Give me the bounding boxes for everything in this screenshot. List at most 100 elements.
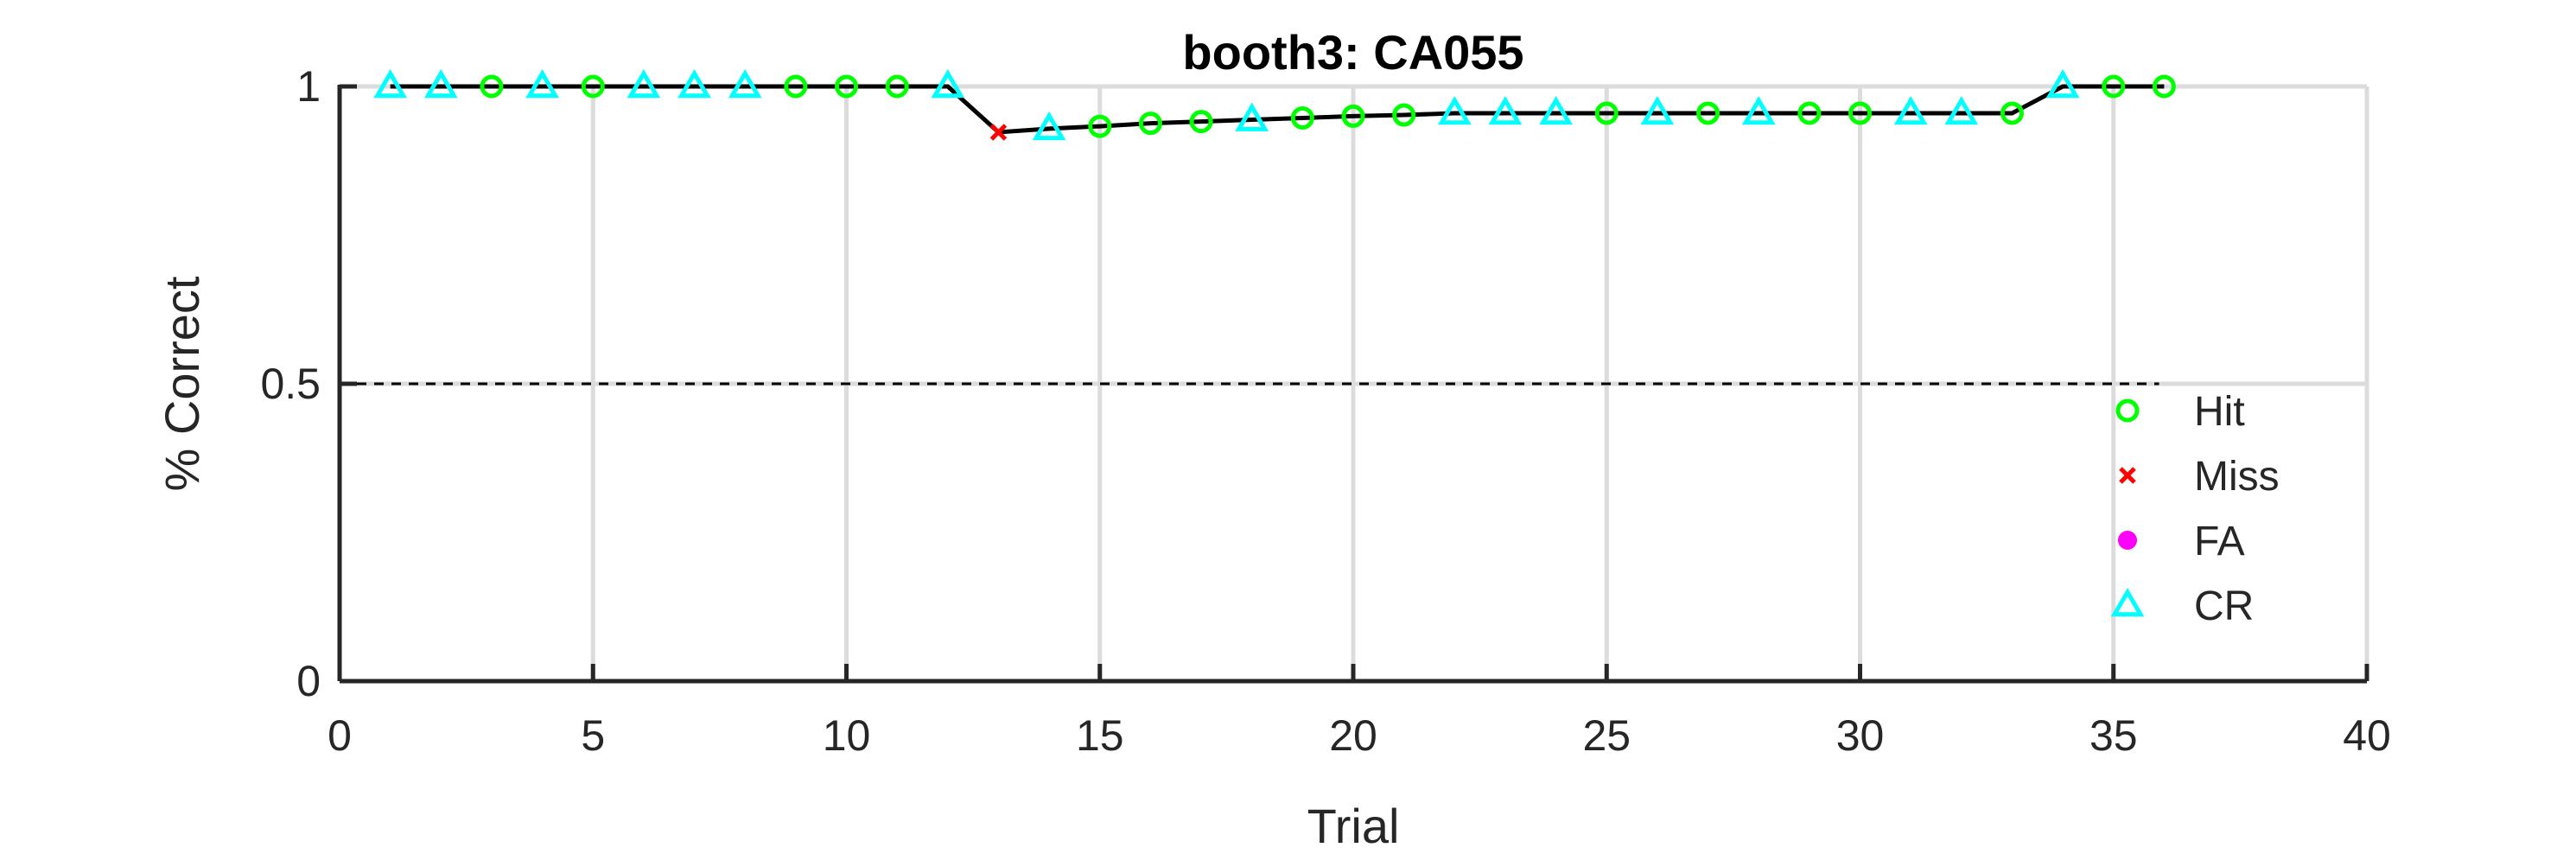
y-tick-label: 0.5 [260, 360, 321, 408]
trial-marker-hit [1594, 101, 1619, 125]
x-tick-label: 25 [1582, 711, 1631, 760]
hit-marker-shape [2000, 101, 2024, 125]
trial-marker-hit [2152, 74, 2176, 99]
trial-marker-hit [480, 74, 504, 99]
hit-marker-shape [835, 74, 858, 99]
trial-marker-hit [1696, 101, 1721, 125]
cr-marker-shape [2045, 69, 2080, 99]
cr-marker-shape [677, 69, 711, 99]
trial-marker-cr [677, 69, 711, 99]
legend-label: Miss [2194, 454, 2280, 500]
legend-hit-icon [2115, 398, 2140, 423]
x-axis-ticks: 0 5 10 15 20 25 30 35 40 [328, 664, 2391, 760]
legend-label: Hit [2194, 389, 2245, 435]
cr-marker-shape [1741, 95, 1776, 125]
cr-marker-shape [1235, 102, 1269, 131]
trial-marker-hit [835, 74, 858, 99]
hit-marker-shape [480, 74, 504, 99]
cr-marker-shape [1488, 95, 1523, 125]
hit-marker-shape [2115, 398, 2140, 423]
cr-marker-shape [423, 69, 458, 99]
trial-marker-cr [525, 69, 559, 99]
y-axis-ticks: 00.51 [260, 62, 357, 705]
trial-marker-cr [1640, 95, 1675, 125]
legend-item-hit: Hit [2115, 389, 2245, 435]
trial-marker-hit [1341, 104, 1365, 128]
trial-marker-hit [1088, 114, 1112, 138]
hit-marker-shape [1594, 101, 1619, 125]
x-tick-label: 0 [328, 711, 352, 760]
trial-marker-cr [728, 69, 762, 99]
grid [340, 84, 2369, 681]
cr-marker-shape [373, 69, 407, 99]
cr-marker-shape [1893, 95, 1928, 125]
x-tick-label: 5 [581, 711, 605, 760]
trial-marker-cr [627, 69, 661, 99]
hit-marker-shape [1138, 112, 1162, 136]
trial-marker-hit [581, 74, 605, 99]
cr-marker-shape [525, 69, 559, 99]
trial-marker-hit [1797, 101, 1822, 125]
cr-marker-shape [1539, 95, 1573, 125]
trial-marker-cr [1944, 95, 1979, 125]
x-tick-label: 15 [1076, 711, 1124, 760]
trial-marker-miss [989, 124, 1008, 141]
x-tick-label: 10 [823, 711, 871, 760]
trial-marker-cr [931, 69, 965, 99]
trial-marker-cr [1893, 95, 1928, 125]
trial-marker-cr [1539, 95, 1573, 125]
trial-marker-cr [373, 69, 407, 99]
cr-marker-shape [931, 69, 965, 99]
chart-title: booth3: CA055 [1182, 25, 1523, 80]
trial-marker-hit [1848, 101, 1872, 125]
legend: Hit Miss FA CR [2110, 389, 2280, 629]
x-tick-label: 40 [2343, 711, 2391, 760]
hit-marker-shape [1290, 105, 1314, 130]
trial-marker-cr [1032, 111, 1066, 141]
trial-marker-cr [1437, 95, 1472, 125]
legend-fa-icon [2118, 531, 2137, 550]
y-tick-label: 0 [296, 657, 321, 705]
legend-item-fa: FA [2118, 519, 2245, 564]
hit-marker-shape [1189, 110, 1213, 134]
legend-cr-icon [2110, 588, 2145, 617]
legend-label: FA [2194, 519, 2245, 564]
trial-marker-hit [784, 74, 808, 99]
x-tick-label: 30 [1836, 711, 1885, 760]
hit-marker-shape [784, 74, 808, 99]
trial-marker-cr [2045, 69, 2080, 99]
legend-item-miss: Miss [2119, 454, 2280, 500]
x-tick-label: 20 [1329, 711, 1377, 760]
cr-marker-shape [627, 69, 661, 99]
trial-marker-hit [1392, 103, 1416, 127]
hit-marker-shape [2102, 74, 2126, 99]
hit-marker-shape [1341, 104, 1365, 128]
trial-marker-cr [1741, 95, 1776, 125]
cr-marker-shape [1944, 95, 1979, 125]
y-tick-label: 1 [296, 62, 321, 111]
x-axis-label: Trial [1307, 799, 1400, 853]
cr-marker-shape [1640, 95, 1675, 125]
trial-marker-cr [423, 69, 458, 99]
trial-marker-cr [1488, 95, 1523, 125]
hit-marker-shape [2152, 74, 2176, 99]
hit-marker-shape [1088, 114, 1112, 138]
trial-markers [373, 69, 2176, 141]
legend-item-cr: CR [2110, 583, 2254, 629]
legend-miss-icon [2119, 467, 2136, 484]
trial-marker-hit [2102, 74, 2126, 99]
trial-marker-cr [1235, 102, 1269, 131]
hit-marker-shape [1696, 101, 1721, 125]
y-axis-label: % Correct [155, 276, 209, 491]
hit-marker-shape [885, 74, 909, 99]
cr-marker-shape [728, 69, 762, 99]
hit-marker-shape [1797, 101, 1822, 125]
hit-marker-shape [581, 74, 605, 99]
x-tick-label: 35 [2089, 711, 2138, 760]
cr-marker-shape [1437, 95, 1472, 125]
legend-label: CR [2194, 583, 2254, 629]
fa-marker-shape [2118, 531, 2137, 550]
trial-marker-hit [1138, 112, 1162, 136]
trial-marker-hit [1290, 105, 1314, 130]
